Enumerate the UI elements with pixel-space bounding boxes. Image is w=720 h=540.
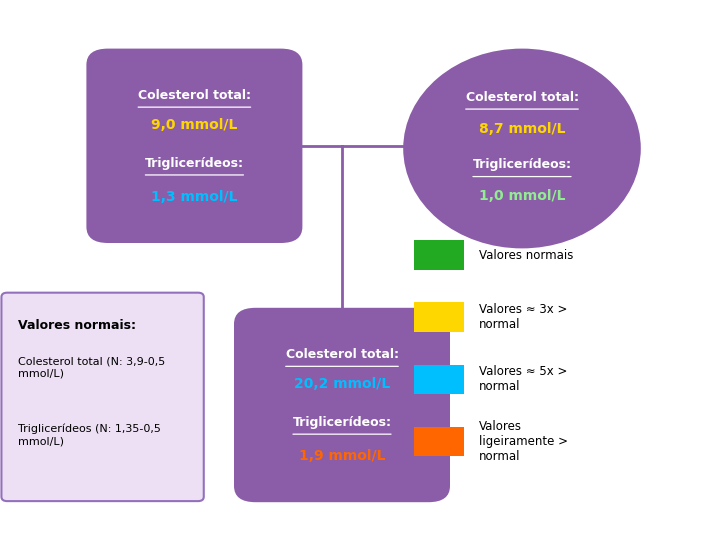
Text: 9,0 mmol/L: 9,0 mmol/L [151,118,238,132]
Text: Valores normais:: Valores normais: [18,319,136,332]
Text: 20,2 mmol/L: 20,2 mmol/L [294,377,390,391]
FancyBboxPatch shape [414,302,464,332]
FancyBboxPatch shape [86,49,302,243]
Text: Colesterol total (N: 3,9-0,5
mmol/L): Colesterol total (N: 3,9-0,5 mmol/L) [18,356,166,378]
Text: Valores ≈ 3x >
normal: Valores ≈ 3x > normal [479,303,567,331]
Text: Colesterol total:: Colesterol total: [138,89,251,102]
Text: Triglicerídeos:: Triglicerídeos: [145,157,244,170]
FancyBboxPatch shape [414,364,464,394]
Text: 8,7 mmol/L: 8,7 mmol/L [479,122,565,136]
Text: Colesterol total:: Colesterol total: [286,348,398,361]
FancyBboxPatch shape [234,308,450,502]
FancyBboxPatch shape [1,293,204,501]
Text: Triglicerídeos:: Triglicerídeos: [292,416,392,429]
Text: Triglicerídeos (N: 1,35-0,5
mmol/L): Triglicerídeos (N: 1,35-0,5 mmol/L) [18,424,161,446]
Text: Valores ≈ 5x >
normal: Valores ≈ 5x > normal [479,366,567,393]
Text: Valores normais: Valores normais [479,248,573,262]
Text: Valores
ligeiramente >
normal: Valores ligeiramente > normal [479,420,568,463]
FancyBboxPatch shape [414,427,464,456]
FancyBboxPatch shape [414,240,464,270]
Text: 1,9 mmol/L: 1,9 mmol/L [299,449,385,463]
Text: Triglicerídeos:: Triglicerídeos: [472,158,572,171]
Text: 1,0 mmol/L: 1,0 mmol/L [479,189,565,203]
Text: Colesterol total:: Colesterol total: [466,91,578,104]
Text: 1,3 mmol/L: 1,3 mmol/L [151,190,238,204]
Ellipse shape [403,49,641,248]
